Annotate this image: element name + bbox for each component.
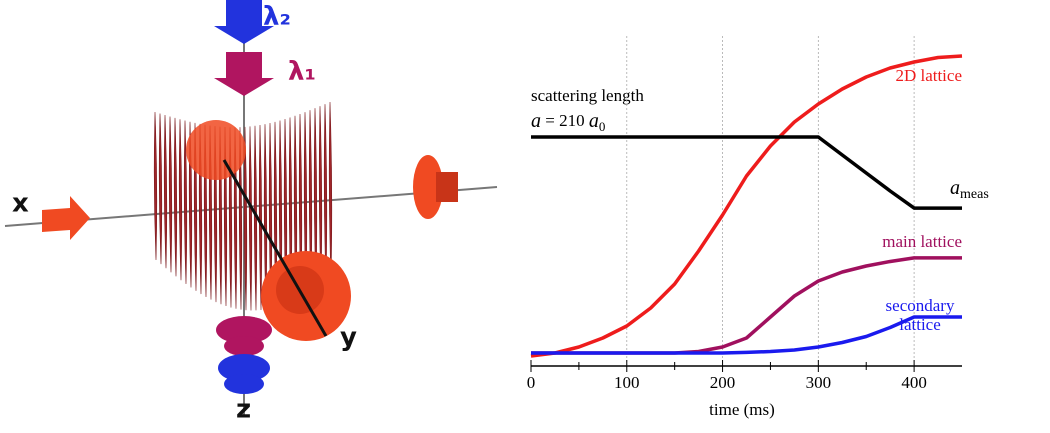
fringe xyxy=(248,126,253,311)
annotation-text: = 210 xyxy=(545,111,584,130)
annotation-symbol: a xyxy=(531,110,541,132)
series-label-symbol: a xyxy=(950,177,960,199)
fringe xyxy=(158,113,163,265)
x-tick-label: 0 xyxy=(527,373,536,392)
beam-sphere xyxy=(186,120,246,180)
fringe xyxy=(153,111,158,261)
y-axis xyxy=(222,159,328,337)
label-lambda1: λ₁ xyxy=(288,57,316,87)
label-z: z xyxy=(236,395,251,425)
x-axis-label: time (ms) xyxy=(709,400,775,419)
annotation-unit: a xyxy=(589,110,599,132)
lattice-fringes xyxy=(153,101,333,311)
fringe xyxy=(243,126,248,311)
beam-x xyxy=(42,196,90,240)
series-label: main lattice xyxy=(882,232,962,251)
beam-lower xyxy=(224,374,264,394)
fringe xyxy=(163,114,168,269)
series-label: ameas xyxy=(950,177,989,203)
x-tick-label: 200 xyxy=(710,373,736,392)
beam-lower xyxy=(224,336,264,356)
x-tick-label: 100 xyxy=(614,373,640,392)
label-y: y xyxy=(340,323,357,353)
fringe xyxy=(183,120,188,284)
lattice-diagram: λ₂ λ₁ x y z xyxy=(4,0,498,425)
label-x: x xyxy=(12,189,29,219)
x-tick-label: 300 xyxy=(806,373,832,392)
fringe xyxy=(178,119,183,281)
label-lambda2: λ₂ xyxy=(263,2,291,32)
x-tick-label: 400 xyxy=(901,373,927,392)
fringe xyxy=(328,101,333,281)
series-line xyxy=(531,315,962,355)
series-label: secondary lattice xyxy=(885,296,955,334)
beam-lower xyxy=(218,354,270,382)
beam-x-right xyxy=(413,155,443,219)
annotation: scattering length xyxy=(531,86,644,105)
beam-x-right xyxy=(436,172,458,202)
annotation-sub: 0 xyxy=(599,119,606,134)
series-label: 2D lattice xyxy=(895,66,962,85)
series-line xyxy=(531,135,962,210)
series-line xyxy=(530,54,963,358)
series-label-sub: meas xyxy=(960,187,989,202)
fringe xyxy=(168,116,173,273)
fringe xyxy=(258,125,263,311)
chart: scattering length a = 210 a0 time (ms) 0… xyxy=(527,36,989,419)
annotation: a = 210 a0 xyxy=(531,110,605,134)
fringe xyxy=(173,117,178,277)
beam-lambda1 xyxy=(214,52,274,96)
fringe xyxy=(253,125,258,311)
beam-lambda2 xyxy=(214,0,274,44)
beam-lower xyxy=(216,316,272,344)
